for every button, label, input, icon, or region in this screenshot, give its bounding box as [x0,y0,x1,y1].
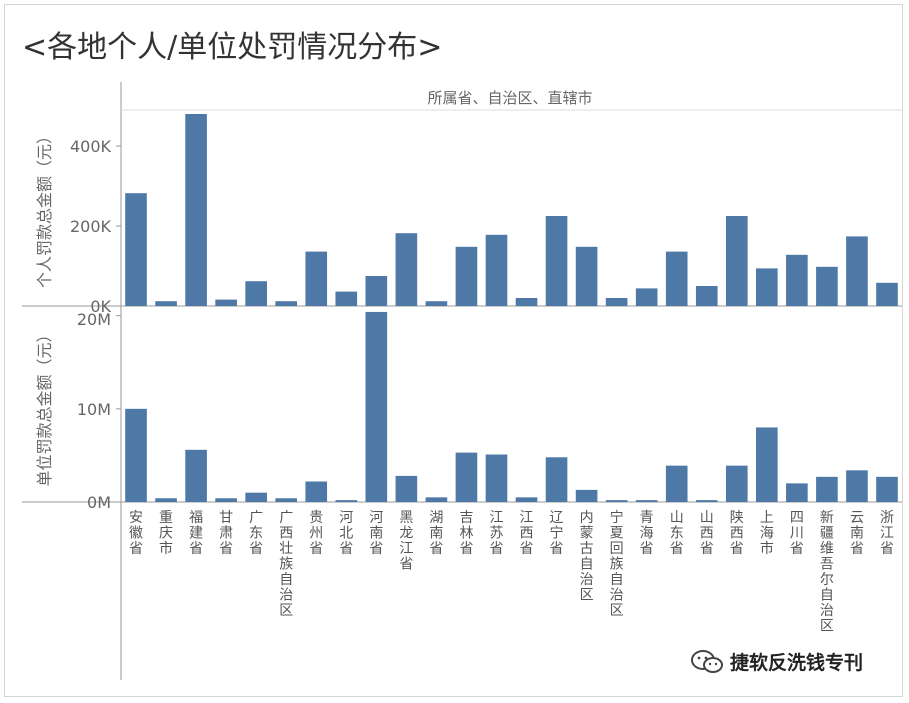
category-label: 江苏省 [489,510,503,557]
bar-1-1[interactable] [125,193,147,306]
category-label: 山西省 [700,510,714,557]
bar-1-24[interactable] [816,266,838,306]
y-axis-label: 个人罚款总金额（元） [35,128,54,288]
bar-2-7[interactable] [305,481,328,503]
category-label: 重庆市 [159,510,173,557]
bar-1-6[interactable] [275,301,298,306]
category-label: 青海省 [640,510,654,557]
bar-2-23[interactable] [786,483,808,502]
bar-1-10[interactable] [395,233,418,306]
category-label: 上海市 [760,510,774,557]
bar-2-15[interactable] [545,457,568,502]
category-label: 甘肃省 [219,510,233,557]
category-label: 河北省 [339,510,353,557]
category-label: 新疆维吾尔自治区 [820,510,834,635]
bar-2-14[interactable] [515,497,538,502]
bar-1-12[interactable] [455,246,478,306]
bar-2-13[interactable] [485,454,508,502]
bar-2-19[interactable] [665,465,688,502]
category-label: 安徽省 [129,510,143,557]
y-tick-label: 10M [77,400,111,419]
y-tick-label: 400K [70,137,112,156]
watermark: 捷软反洗钱专刊 [690,648,863,675]
category-label: 福建省 [189,510,203,557]
bar-1-16[interactable] [575,246,598,306]
bar-1-3[interactable] [185,114,207,306]
panel-1: 0K 200K 400K 个人罚款总金额（元） [22,114,902,316]
category-label: 宁夏回族自治区 [610,509,624,619]
chart-frame [4,4,903,697]
bar-1-13[interactable] [485,234,508,306]
bar-2-6[interactable] [275,498,298,502]
category-label: 贵州省 [309,510,323,557]
bar-2-20[interactable] [695,500,718,502]
bar-1-5[interactable] [245,281,267,306]
column-header: 所属省、自治区、直辖市 [427,89,592,107]
bar-1-25[interactable] [846,236,868,306]
bar-2-18[interactable] [635,500,658,502]
y-tick-label: 200K [70,217,112,236]
bar-1-20[interactable] [695,286,718,306]
category-label: 吉林省 [459,510,473,557]
y-tick-label: 20M [77,310,111,329]
chart-title: <各地个人/单位处罚情况分布> [22,30,443,65]
bar-1-23[interactable] [786,254,808,306]
bar-2-1[interactable] [125,408,147,502]
bar-1-9[interactable] [365,276,388,306]
wechat-icon [691,649,723,673]
category-label: 浙江省 [880,510,894,557]
bar-2-11[interactable] [425,497,448,502]
bar-2-25[interactable] [846,470,868,502]
bar-2-26[interactable] [876,476,898,502]
category-label: 江西省 [520,510,534,557]
category-label: 云南省 [850,510,864,557]
category-label: 陕西省 [730,510,744,557]
bar-2-10[interactable] [395,475,418,502]
category-label: 辽宁省 [550,510,564,557]
bar-2-3[interactable] [185,449,207,502]
bar-1-7[interactable] [305,251,328,306]
bar-2-17[interactable] [605,500,628,502]
bar-1-15[interactable] [545,216,568,306]
y-tick-label: 0K [90,297,111,316]
bar-1-26[interactable] [876,282,898,306]
bar-1-18[interactable] [635,288,658,306]
category-label: 广东省 [249,510,263,557]
bar-2-5[interactable] [245,492,267,502]
bar-1-4[interactable] [215,299,237,306]
bar-2-22[interactable] [756,427,778,502]
bar-2-9[interactable] [365,311,388,502]
bar-2-16[interactable] [575,489,598,502]
bar-2-12[interactable] [455,452,478,502]
bar-1-14[interactable] [515,298,538,306]
bar-2-4[interactable] [215,498,237,502]
bar-1-19[interactable] [665,251,688,306]
bar-2-2[interactable] [155,498,177,502]
category-label: 四川省 [790,510,804,557]
category-label: 湖南省 [429,510,443,557]
bar-2-8[interactable] [335,500,358,502]
category-label: 内蒙古自治区 [580,510,594,604]
bar-2-24[interactable] [816,476,838,502]
category-label: 黑龙江省 [399,510,413,573]
watermark-text: 捷软反洗钱专刊 [730,652,864,674]
panel-2: 0M 10M 20M 单位罚款总金额（元） [22,310,902,512]
bar-1-17[interactable] [605,298,628,306]
bar-1-22[interactable] [756,268,778,306]
bar-1-21[interactable] [725,216,748,306]
category-label: 广西壮族自治区 [279,510,293,619]
bar-1-8[interactable] [335,291,358,306]
y-tick-label: 0M [87,493,111,512]
y-axis-label: 单位罚款总金额（元） [35,326,54,486]
bar-2-21[interactable] [725,465,748,502]
bar-1-11[interactable] [425,301,448,306]
bar-1-2[interactable] [155,301,177,306]
category-label: 河南省 [369,510,383,557]
category-label: 山东省 [670,510,684,557]
